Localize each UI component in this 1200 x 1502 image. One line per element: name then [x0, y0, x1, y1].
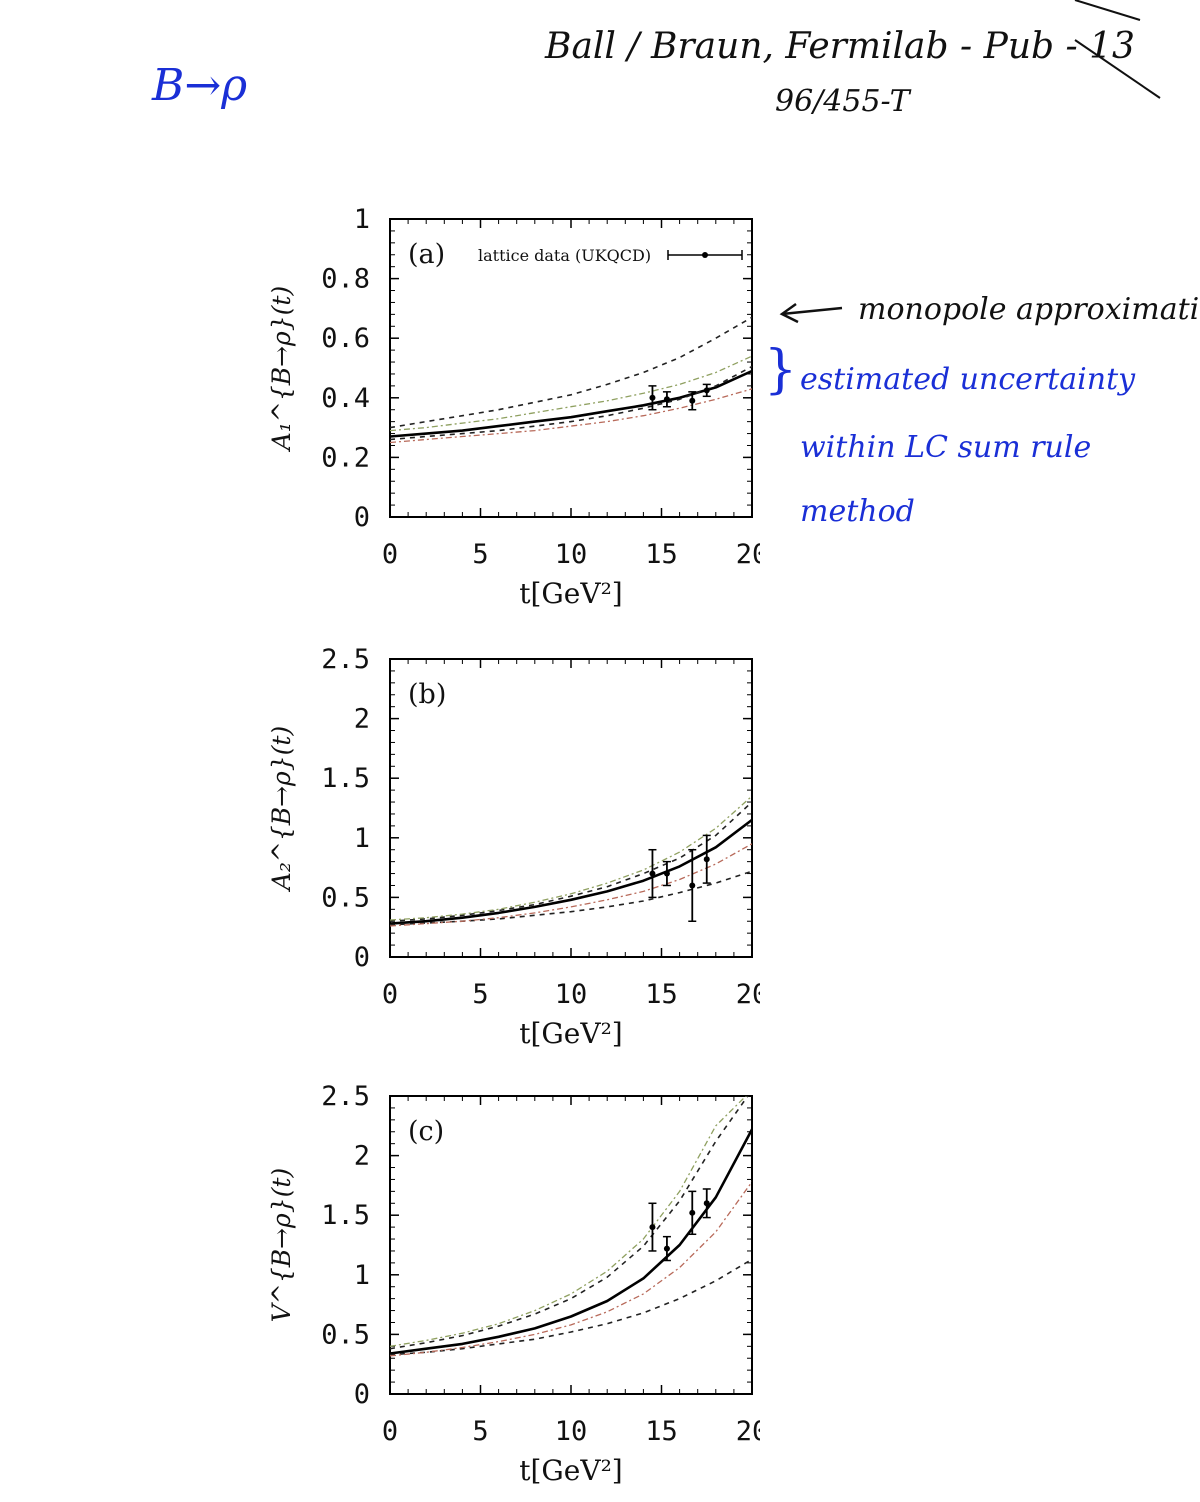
lattice-point — [703, 1200, 710, 1207]
y-tick-label: 2.5 — [321, 1082, 370, 1112]
y-tick-label: 0.5 — [321, 882, 370, 913]
panel-label: (a) — [408, 239, 445, 270]
lattice-point — [649, 1224, 656, 1231]
x-tick-label: 20 — [736, 1416, 760, 1447]
x-axis-label: t[GeV²] — [519, 1017, 622, 1050]
y-tick-label: 0.4 — [321, 383, 370, 414]
reference-annotation-line1: Ball / Braun, Fermilab - Pub - 13 — [545, 26, 1135, 67]
x-tick-label: 15 — [645, 979, 678, 1010]
y-tick-label: 0 — [354, 502, 370, 533]
lattice-point — [649, 870, 656, 877]
y-axis-label: V^{B→ρ}(t) — [267, 1168, 296, 1322]
series-monopole-upper — [390, 316, 752, 429]
x-tick-label: 10 — [555, 539, 588, 570]
x-tick-label: 15 — [645, 539, 678, 570]
x-axis-label: t[GeV²] — [519, 1454, 622, 1487]
y-tick-label: 0.5 — [321, 1319, 370, 1350]
series-monopole-upper — [390, 1096, 749, 1350]
x-tick-label: 10 — [555, 979, 588, 1010]
y-tick-label: 2 — [354, 704, 370, 735]
legend-label: lattice data (UKQCD) — [478, 246, 651, 265]
x-tick-label: 0 — [382, 1416, 398, 1447]
x-axis-label: t[GeV²] — [519, 577, 622, 610]
topic-annotation: B→ρ — [152, 60, 248, 111]
series-group — [390, 316, 752, 444]
chart-panel-b: 0 5 10 15 20 0 0.5 1 1.5 2 2.5 (b) t[GeV²] A₂^{B→ρ}(t… — [267, 645, 760, 1050]
lattice-point — [663, 396, 670, 403]
series-uncertainty-upper — [390, 1096, 747, 1347]
lattice-point — [663, 870, 670, 877]
y-tick-label: 1.5 — [321, 763, 370, 794]
legend-marker — [702, 252, 708, 258]
lattice-point — [689, 397, 696, 404]
y-tick-label: 0.8 — [321, 264, 370, 295]
series-monopole-upper — [390, 801, 752, 922]
x-tick-label: 0 — [382, 539, 398, 570]
y-tick-label: 1 — [354, 823, 370, 854]
series-monopole-lower — [390, 1258, 752, 1356]
y-tick-label: 0.6 — [321, 323, 370, 354]
x-tick-label: 0 — [382, 979, 398, 1010]
y-axis-label: A₂^{B→ρ}(t) — [267, 726, 296, 892]
series-uncertainty-upper — [390, 355, 752, 432]
y-tick-label: 0.2 — [321, 442, 370, 473]
series-group — [390, 795, 752, 927]
x-tick-label: 5 — [472, 979, 488, 1010]
arrow-left-icon — [779, 302, 843, 324]
reference-annotation-line2: 96/455-T — [775, 84, 910, 119]
y-tick-label: 2 — [354, 1141, 370, 1172]
series-uncertainty-lower — [390, 1181, 752, 1357]
lattice-point — [649, 394, 656, 401]
lattice-point — [689, 1209, 696, 1216]
uncertainty-note-1: estimated uncertainty — [800, 362, 1136, 397]
panel-label: (c) — [408, 1116, 444, 1147]
y-tick-label: 0 — [354, 1379, 370, 1410]
lattice-point — [689, 882, 696, 889]
brace-icon: } — [764, 340, 798, 400]
chart-panel-a: 0 5 10 15 20 0 0.2 0.4 0.6 0.8 1 (a) lattice data (U… — [267, 205, 760, 610]
lattice-point — [703, 387, 710, 394]
x-tick-label: 10 — [555, 1416, 588, 1447]
series-uncertainty-lower — [390, 843, 752, 927]
x-tick-label: 5 — [472, 1416, 488, 1447]
chart-panel-c: 0 5 10 15 20 0 0.5 1 1.5 2 2.5 (c) t[GeV²] V^{B→ρ}(t) — [267, 1082, 760, 1487]
lattice-point — [663, 1245, 670, 1252]
y-tick-label: 0 — [354, 942, 370, 973]
uncertainty-note-3: method — [800, 494, 915, 529]
series-group — [390, 1096, 752, 1357]
x-tick-label: 5 — [472, 539, 488, 570]
y-tick-label: 2.5 — [321, 645, 370, 675]
monopole-note: monopole approximation — [858, 292, 1200, 327]
uncertainty-note-2: within LC sum rule — [800, 430, 1092, 465]
x-tick-label: 15 — [645, 1416, 678, 1447]
panel-label: (b) — [408, 679, 446, 710]
x-tick-label: 20 — [736, 539, 760, 570]
y-tick-label: 1.5 — [321, 1200, 370, 1231]
lattice-point — [703, 856, 710, 863]
series-uncertainty-upper — [390, 795, 752, 921]
y-tick-label: 1 — [354, 1260, 370, 1291]
y-tick-label: 1 — [354, 205, 370, 235]
plot-frame — [389, 1095, 753, 1395]
y-axis-label: A₁^{B→ρ}(t) — [267, 286, 296, 452]
x-tick-label: 20 — [736, 979, 760, 1010]
series-monopole-lower — [390, 365, 752, 441]
series-central — [390, 1128, 752, 1355]
